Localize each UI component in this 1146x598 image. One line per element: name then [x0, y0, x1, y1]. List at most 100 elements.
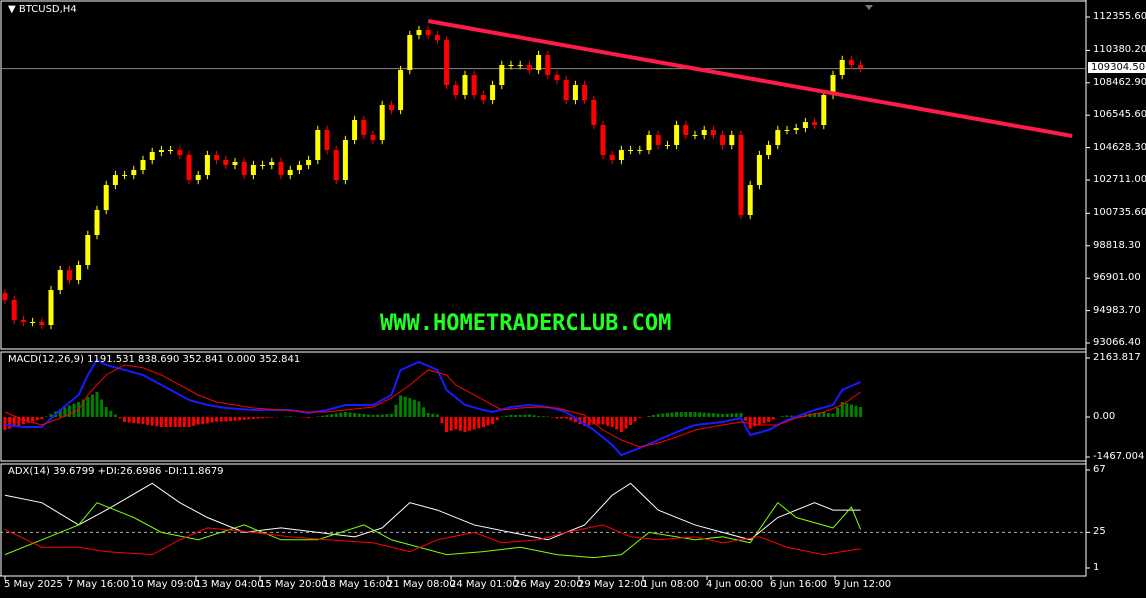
symbol-title: ▼ BTCUSD,H4 [8, 4, 77, 15]
macd-histogram-bar [12, 417, 16, 428]
macd-histogram-bar [399, 395, 403, 417]
panel-frame [0, 351, 1087, 462]
macd-histogram-bar [136, 417, 140, 424]
bull-candle [103, 185, 109, 211]
watermark: WWW.HOMETRADERCLUB.COM [380, 311, 672, 336]
panel-frame [0, 463, 1087, 577]
macd-histogram-bar [537, 416, 541, 417]
time-tick-label: 13 May 04:00 [195, 579, 264, 590]
macd-histogram-bar [325, 414, 329, 417]
bull-candle [379, 105, 385, 141]
macd-histogram-bar [169, 417, 173, 427]
bear-candle [453, 85, 459, 96]
macd-histogram-bar [357, 413, 361, 417]
macd-histogram-bar [481, 417, 485, 428]
macd-histogram-bar [127, 417, 131, 423]
macd-histogram-bar [748, 417, 752, 429]
macd-histogram-bar [334, 413, 338, 417]
bull-candle [536, 55, 542, 71]
bull-candle [793, 128, 799, 131]
macd-histogram-bar [675, 411, 679, 417]
macd-histogram-bar [31, 417, 35, 422]
macd-histogram-bar [560, 417, 564, 419]
bull-candle [85, 235, 91, 266]
macd-histogram-bar [228, 417, 232, 422]
price-tick-label: 100735.60 [1093, 207, 1146, 219]
macd-histogram-bar [739, 412, 743, 417]
macd-histogram-bar [610, 417, 614, 428]
macd-histogram-bar [35, 417, 39, 421]
macd-histogram-bar [348, 412, 352, 417]
bull-candle [802, 122, 808, 129]
bear-candle [425, 30, 431, 36]
macd-histogram-bar [412, 399, 416, 417]
macd-histogram-bar [164, 417, 168, 428]
dropdown-triangle-icon[interactable]: ▼ [8, 4, 16, 15]
macd-histogram-bar [596, 417, 600, 425]
macd-histogram-bar [707, 413, 711, 417]
bear-candle [11, 300, 17, 321]
macd-histogram-bar [8, 417, 12, 429]
macd-histogram-bar [518, 414, 522, 417]
bull-candle [30, 322, 36, 324]
bull-candle [646, 135, 652, 151]
macd-histogram-bar [698, 412, 702, 417]
macd-histogram-bar [780, 416, 784, 417]
macd-histogram-bar [854, 405, 858, 417]
macd-histogram-bar [725, 413, 729, 417]
macd-histogram-bar [118, 417, 122, 419]
macd-tick-label: -1467.004 [1093, 451, 1145, 462]
macd-histogram-bar [247, 417, 251, 420]
macd-histogram-bar [403, 396, 407, 417]
time-tick-label: 24 May 01:00 [450, 579, 519, 590]
macd-histogram-bar [159, 417, 163, 428]
macd-histogram-bar [205, 417, 209, 424]
bull-candle [94, 210, 100, 236]
bear-candle [526, 65, 532, 71]
macd-histogram-bar [182, 417, 186, 427]
time-tick-label: 4 Jun 00:00 [706, 579, 764, 590]
macd-histogram-bar [684, 411, 688, 417]
macd-histogram-bar [150, 417, 154, 426]
macd-histogram-bar [178, 417, 182, 427]
price-tick-label: 104628.30 [1093, 141, 1146, 153]
macd-histogram-bar [449, 417, 453, 431]
macd-histogram-bar [224, 417, 228, 422]
macd-histogram-bar [661, 413, 665, 417]
chart-shift-icon [865, 5, 873, 10]
macd-histogram-bar [242, 417, 246, 420]
bull-candle [287, 170, 293, 176]
bull-candle [342, 140, 348, 181]
macd-histogram-bar [688, 412, 692, 417]
price-tick-label: 98818.30 [1093, 239, 1141, 251]
bull-candle [296, 165, 302, 171]
time-tick-label: 26 May 20:00 [514, 579, 583, 590]
macd-histogram-bar [790, 415, 794, 417]
macd-histogram-bar [109, 410, 113, 417]
bear-candle [361, 120, 367, 136]
bear-candle [710, 130, 716, 136]
macd-histogram-bar [486, 417, 490, 426]
bear-candle [655, 135, 661, 146]
bull-candle [168, 150, 174, 152]
bull-candle [517, 65, 523, 67]
macd-histogram-bar [693, 412, 697, 417]
macd-histogram-bar [652, 415, 656, 417]
bear-candle [582, 85, 588, 101]
macd-histogram-bar [210, 417, 214, 423]
bull-candle [269, 162, 275, 166]
bull-candle [315, 130, 321, 161]
macd-histogram-bar [366, 414, 370, 417]
macd-histogram-bar [265, 417, 269, 418]
macd-histogram-bar [95, 391, 99, 417]
bear-candle [278, 162, 284, 176]
macd-histogram-bar [730, 413, 734, 417]
bull-candle [407, 35, 413, 71]
macd-tick-label: 2163.817 [1093, 352, 1141, 363]
bull-candle [57, 270, 63, 291]
macd-histogram-bar [256, 417, 260, 419]
macd-histogram-bar [679, 411, 683, 417]
macd-histogram-bar [716, 413, 720, 417]
